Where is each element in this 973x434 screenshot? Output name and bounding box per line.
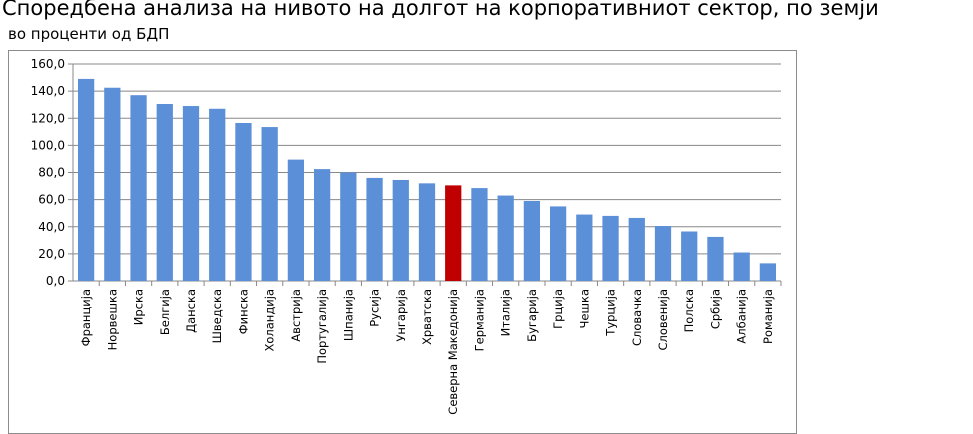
y-tick-label: 120,0 <box>31 111 65 125</box>
bar <box>156 104 173 282</box>
x-tick-label: Северна Македонија <box>446 289 460 415</box>
bar <box>130 95 147 281</box>
y-tick-label: 140,0 <box>31 84 65 98</box>
x-tick-label: Хрватска <box>420 289 434 345</box>
x-tick-label: Германија <box>472 289 486 351</box>
bar <box>261 127 278 281</box>
x-tick-label: Грција <box>551 289 565 329</box>
x-tick-label: Норвешка <box>105 289 119 350</box>
y-tick-label: 60,0 <box>38 193 65 207</box>
bar <box>549 206 567 281</box>
y-tick-label: 100,0 <box>31 138 65 152</box>
bar <box>497 195 514 281</box>
bar <box>576 214 593 281</box>
chart-title: Споредбена анализа на нивото на долгот н… <box>2 0 879 20</box>
bar <box>681 231 698 281</box>
x-tick-label: Португалија <box>315 289 329 364</box>
bar <box>445 185 462 281</box>
y-tick-label: 160,0 <box>31 57 65 71</box>
x-tick-label: Италија <box>499 289 513 336</box>
x-tick-label: Словачка <box>630 289 644 346</box>
bar <box>182 106 200 281</box>
bar <box>707 236 724 281</box>
bar <box>418 183 436 281</box>
x-tick-label: Шведска <box>210 289 224 343</box>
x-tick-label: Белгија <box>158 289 172 335</box>
x-tick-label: Данска <box>184 289 198 333</box>
x-tick-label: Романија <box>761 289 775 344</box>
x-tick-label: Франција <box>79 289 93 346</box>
bar <box>733 252 750 281</box>
bar <box>366 177 383 281</box>
bar <box>340 172 357 281</box>
bar <box>523 200 541 281</box>
y-tick-label: 80,0 <box>38 166 65 180</box>
x-tick-label: Унгарија <box>394 289 408 342</box>
x-tick-label: Турција <box>604 289 618 337</box>
x-tick-label: Полска <box>682 289 696 332</box>
bar <box>104 87 121 281</box>
bar <box>471 188 488 281</box>
x-tick-label: Србија <box>708 289 722 329</box>
bar <box>287 159 305 281</box>
bar <box>759 263 777 281</box>
x-tick-label: Бугарија <box>525 289 539 342</box>
y-tick-label: 40,0 <box>38 220 65 234</box>
bar <box>209 108 226 281</box>
y-tick-label: 20,0 <box>38 247 65 261</box>
x-tick-label: Чешка <box>577 289 591 328</box>
y-tick-label: 0,0 <box>46 274 65 288</box>
bar <box>235 122 252 281</box>
x-tick-label: Ирска <box>132 289 146 325</box>
x-tick-label: Русија <box>368 289 382 327</box>
x-tick-label: Финска <box>236 289 250 334</box>
bar <box>602 215 619 281</box>
x-tick-label: Холандија <box>263 289 277 352</box>
bar <box>628 217 645 281</box>
x-tick-label: Шпанија <box>341 289 355 341</box>
bar <box>313 169 331 281</box>
bar <box>654 226 672 281</box>
x-tick-label: Словенија <box>656 289 670 351</box>
bar <box>392 179 409 281</box>
bar <box>77 78 95 281</box>
x-tick-label: Албанија <box>735 289 749 344</box>
x-tick-label: Австрија <box>289 289 303 342</box>
chart-subtitle: во проценти од БДП <box>8 25 170 43</box>
